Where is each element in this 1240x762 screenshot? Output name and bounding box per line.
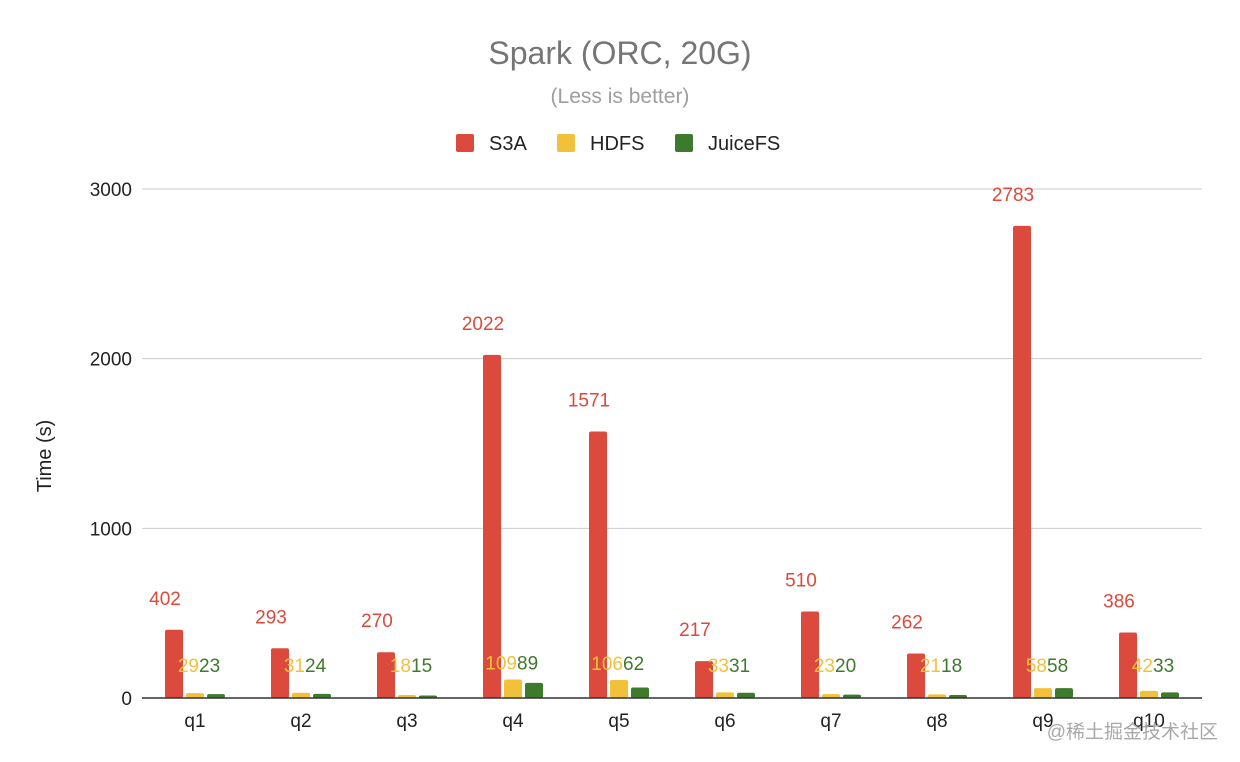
bar-juicefs-q7 <box>843 694 861 698</box>
bar-s3a-q9 <box>1013 225 1031 698</box>
bar-s3a-q8 <box>907 653 925 698</box>
x-tick-label: q9 <box>1032 711 1053 732</box>
data-label-hdfs-q3: 18 <box>390 656 411 677</box>
data-label-s3a-q3: 270 <box>361 611 393 632</box>
x-tick-label: q2 <box>290 711 311 732</box>
legend-label-hdfs: HDFS <box>590 133 644 155</box>
bar-juicefs-q6 <box>737 692 755 698</box>
legend: S3A HDFS JuiceFS <box>456 133 780 155</box>
bar-hdfs-q10 <box>1140 690 1158 698</box>
bar-hdfs-q6 <box>716 692 734 698</box>
y-axis-ticks: 0 1000 2000 3000 <box>90 180 132 710</box>
data-label-hdfs-q9: 58 <box>1026 656 1047 677</box>
data-label-juicefs-q2: 24 <box>305 656 327 677</box>
data-label-s3a-q1: 402 <box>149 589 181 610</box>
data-label-s3a-q8: 262 <box>891 613 923 634</box>
bar-hdfs-q8 <box>928 694 946 698</box>
chart-subtitle: (Less is better) <box>551 85 690 108</box>
bar-hdfs-q5 <box>610 680 628 698</box>
chart-title: Spark (ORC, 20G) <box>488 35 751 71</box>
bar-hdfs-q4 <box>504 679 522 698</box>
y-tick-label: 1000 <box>90 519 132 540</box>
legend-swatch-juicefs <box>675 134 693 152</box>
bar-hdfs-q1 <box>186 693 204 698</box>
bar-juicefs-q1 <box>207 694 225 698</box>
bar-s3a-q6 <box>695 661 713 698</box>
bar-s3a-q10 <box>1119 632 1137 698</box>
legend-swatch-hdfs <box>557 134 575 152</box>
x-tick-label: q4 <box>502 711 524 732</box>
bar-hdfs-q9 <box>1034 688 1052 698</box>
bar-s3a-q3 <box>377 652 395 698</box>
data-label-juicefs-q1: 23 <box>199 656 220 677</box>
legend-label-s3a: S3A <box>489 133 527 155</box>
bar-s3a-q1 <box>165 629 183 698</box>
data-label-juicefs-q5: 62 <box>623 654 644 675</box>
data-label-s3a-q7: 510 <box>785 570 817 591</box>
bar-hdfs-q7 <box>822 694 840 698</box>
bar-juicefs-q5 <box>631 687 649 698</box>
data-label-juicefs-q10: 33 <box>1153 656 1174 677</box>
x-tick-label: q10 <box>1133 711 1165 732</box>
bar-juicefs-q2 <box>313 693 331 698</box>
data-label-s3a-q4: 2022 <box>462 314 504 335</box>
y-tick-label: 0 <box>121 689 132 710</box>
bar-hdfs-q3 <box>398 694 416 698</box>
data-label-hdfs-q1: 29 <box>178 656 199 677</box>
x-axis-ticks: q1 q2 q3 q4 q5 q6 q7 q8 q9 q10 <box>184 711 1164 732</box>
data-label-s3a-q6: 217 <box>679 620 711 641</box>
bar-hdfs-q2 <box>292 692 310 698</box>
data-label-juicefs-q9: 58 <box>1047 656 1068 677</box>
x-tick-label: q1 <box>184 711 205 732</box>
gridlines <box>142 188 1202 529</box>
data-label-s3a-q5: 1571 <box>568 390 610 411</box>
data-label-hdfs-q4: 109 <box>485 654 517 675</box>
x-tick-label: q7 <box>820 711 841 732</box>
data-label-juicefs-q7: 20 <box>835 656 856 677</box>
data-label-s3a-q10: 386 <box>1103 592 1135 613</box>
bars <box>165 225 1179 698</box>
data-label-hdfs-q5: 106 <box>591 654 623 675</box>
watermark: @稀土掘金技术社区 <box>1047 721 1218 743</box>
x-tick-label: q8 <box>926 711 947 732</box>
data-label-juicefs-q4: 89 <box>517 654 538 675</box>
y-axis-label: Time (s) <box>34 420 56 493</box>
bar-s3a-q2 <box>271 648 289 698</box>
data-label-juicefs-q6: 31 <box>729 656 750 677</box>
bar-juicefs-q9 <box>1055 688 1073 698</box>
data-label-s3a-q2: 293 <box>255 607 287 628</box>
bar-s3a-q4 <box>483 354 501 698</box>
y-tick-label: 2000 <box>90 350 132 371</box>
legend-swatch-s3a <box>456 134 474 152</box>
data-label-s3a-q9: 2783 <box>992 185 1034 206</box>
y-tick-label: 3000 <box>90 180 132 201</box>
data-label-hdfs-q10: 42 <box>1132 656 1153 677</box>
legend-label-juicefs: JuiceFS <box>708 133 780 155</box>
x-tick-label: q5 <box>608 711 629 732</box>
bar-s3a-q7 <box>801 611 819 698</box>
x-tick-label: q3 <box>396 711 417 732</box>
data-label-juicefs-q8: 18 <box>941 656 962 677</box>
data-label-hdfs-q8: 21 <box>920 656 941 677</box>
bar-juicefs-q4 <box>525 682 543 698</box>
bar-juicefs-q8 <box>949 694 967 698</box>
data-label-hdfs-q7: 23 <box>814 656 835 677</box>
bar-s3a-q5 <box>589 431 607 698</box>
data-label-hdfs-q2: 31 <box>284 656 305 677</box>
x-tick-label: q6 <box>714 711 735 732</box>
data-label-hdfs-q6: 33 <box>708 656 729 677</box>
data-label-juicefs-q3: 15 <box>411 656 432 677</box>
bar-juicefs-q10 <box>1161 692 1179 698</box>
